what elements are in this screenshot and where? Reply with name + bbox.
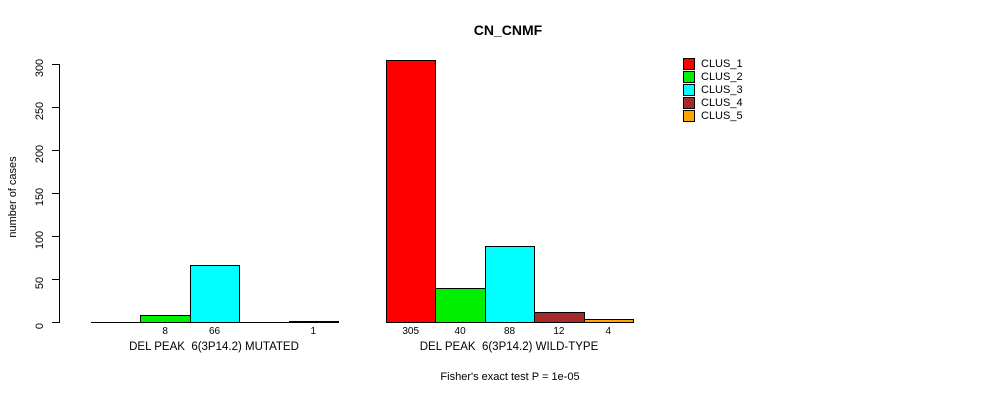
bar-value-label: 4 — [605, 326, 612, 337]
legend-item-clus_2: CLUS_2 — [683, 71, 753, 84]
clus_3-color-swatch — [683, 84, 695, 96]
bar-clus_5-group2 — [583, 319, 634, 323]
legend-item-clus_3: CLUS_3 — [683, 84, 753, 97]
y-axis-line — [59, 64, 60, 323]
legend-item-label: CLUS_2 — [701, 71, 743, 83]
legend-item-label: CLUS_4 — [701, 97, 743, 109]
legend-item-label: CLUS_3 — [701, 84, 743, 96]
y-tick-mark — [52, 64, 59, 65]
y-tick-mark — [52, 279, 59, 280]
clus_5-color-swatch — [683, 110, 695, 122]
legend-item-clus_5: CLUS_5 — [683, 110, 753, 123]
legend-item-label: CLUS_1 — [701, 58, 743, 70]
clus_2-color-swatch — [683, 71, 695, 83]
y-tick-mark — [52, 236, 59, 237]
y-tick-mark — [52, 150, 59, 151]
legend-item-clus_1: CLUS_1 — [683, 58, 753, 71]
chart-title: CN_CNMF — [473, 22, 543, 38]
clus_4-color-swatch — [683, 97, 695, 109]
legend-item-clus_4: CLUS_4 — [683, 97, 753, 110]
bar-value-label: 40 — [454, 326, 466, 337]
fisher-test-caption: Fisher's exact test P = 1e-05 — [440, 371, 580, 383]
clus_1-color-swatch — [683, 58, 695, 70]
bar-value-label: 88 — [503, 326, 516, 337]
y-tick-mark — [52, 322, 59, 323]
bar-value-label: 1 — [310, 326, 317, 337]
bar-clus_3-group2 — [484, 246, 536, 323]
x-group-label-mutated: DEL PEAK 6(3P14.2) MUTATED — [129, 341, 299, 353]
bar-clus_2-group2 — [435, 288, 486, 323]
bar-value-label: 12 — [553, 326, 565, 337]
bar-value-label: 66 — [208, 326, 221, 337]
bar-value-label: 8 — [162, 326, 168, 337]
bar-clus_2-group1 — [140, 315, 191, 323]
y-tick-mark — [52, 193, 59, 194]
bar-clus_1-group2 — [386, 60, 437, 323]
bar-value-label: 305 — [402, 326, 420, 337]
y-tick-mark — [52, 107, 59, 108]
bar-clus_4-group2 — [534, 312, 585, 323]
bar-clus_5-group1 — [288, 321, 339, 323]
x-group-label-wild-type: DEL PEAK 6(3P14.2) WILD-TYPE — [419, 341, 599, 353]
legend-item-label: CLUS_5 — [701, 110, 743, 122]
bar-clus_3-group1 — [189, 265, 241, 323]
